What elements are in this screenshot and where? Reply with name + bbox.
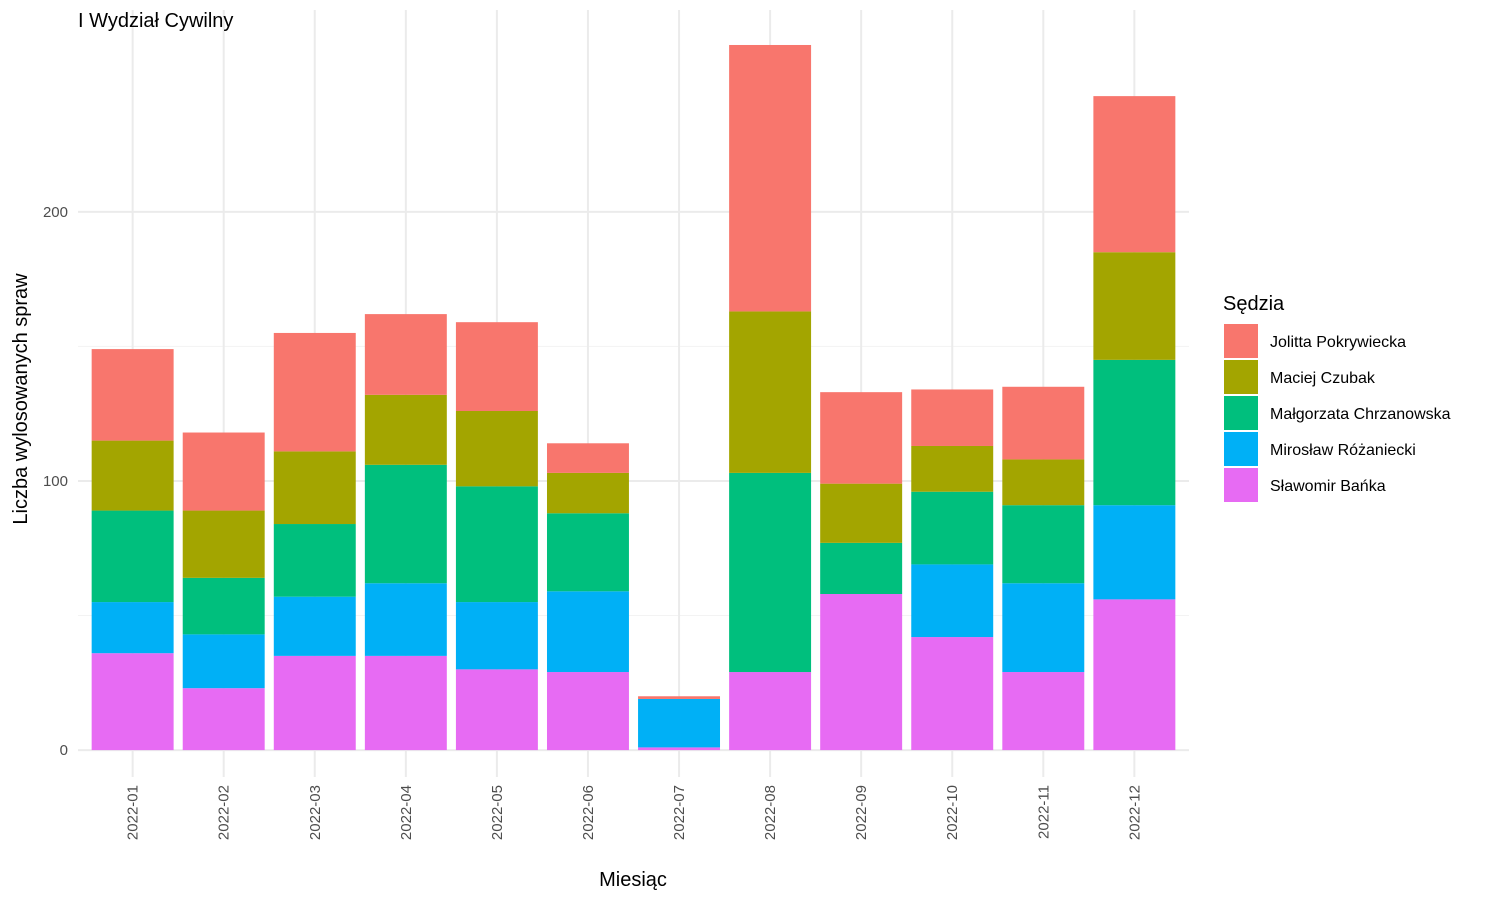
- bar-segment: [820, 542, 903, 594]
- x-axis-title: Miesiąc: [599, 869, 667, 891]
- bar-segment: [364, 394, 447, 465]
- bar-segment: [729, 44, 812, 312]
- bar-segment: [182, 432, 265, 511]
- bar-segment: [1002, 505, 1085, 584]
- bar-segment: [911, 491, 994, 565]
- bar-segment: [273, 451, 356, 525]
- bar-segment: [638, 696, 721, 699]
- x-tick-label: 2022-09: [853, 785, 870, 840]
- bar-segment: [911, 564, 994, 638]
- bar-segment: [820, 392, 903, 484]
- bar-segment: [364, 464, 447, 584]
- legend-label: Sławomir Bańka: [1270, 478, 1386, 495]
- bar-segment: [1002, 583, 1085, 673]
- bar-segment: [91, 440, 174, 511]
- bar-segment: [729, 672, 812, 751]
- legend-label: Jolitta Pokrywiecka: [1270, 334, 1406, 351]
- bar-segment: [91, 602, 174, 654]
- bar-segment: [911, 445, 994, 492]
- x-tick-label: 2022-05: [489, 785, 506, 840]
- bar-segment: [273, 655, 356, 751]
- bar-segment: [1093, 505, 1176, 600]
- x-tick-label: 2022-02: [216, 785, 233, 840]
- bar-segment: [364, 655, 447, 751]
- bar-segment: [455, 486, 538, 603]
- x-tick-label: 2022-12: [1126, 785, 1143, 840]
- bar-segment: [273, 524, 356, 597]
- bar-segment: [455, 410, 538, 487]
- bar-segment: [729, 311, 812, 473]
- bar-segment: [638, 698, 721, 748]
- bar-segment: [911, 389, 994, 446]
- y-tick-label: 200: [43, 204, 68, 221]
- legend-items: Jolitta Pokrywiecka Maciej Czubak Małgorza…: [1224, 324, 1451, 502]
- bar-segment: [1002, 459, 1085, 506]
- bar-segment: [546, 591, 629, 673]
- chart-title: I Wydział Cywilny: [78, 10, 233, 32]
- legend-swatch: [1224, 324, 1258, 358]
- bar-segment: [455, 602, 538, 670]
- bar-segment: [1093, 359, 1176, 506]
- bar-segment: [455, 322, 538, 411]
- y-tick-label: 100: [43, 473, 68, 490]
- x-tick-label: 2022-06: [580, 785, 597, 840]
- bar-segment: [182, 577, 265, 635]
- bar-segment: [638, 747, 721, 751]
- legend-swatch: [1224, 468, 1258, 502]
- bar-segment: [1002, 672, 1085, 751]
- legend-swatch: [1224, 360, 1258, 394]
- bar-segment: [1093, 96, 1176, 253]
- x-tick-label: 2022-10: [944, 785, 961, 840]
- y-axis-tick-labels: 0 100 200: [43, 204, 68, 759]
- bar-segment: [455, 669, 538, 751]
- legend: Sędzia Jolitta Pokrywiecka Maciej Czubak M…: [1223, 293, 1451, 502]
- x-axis-tick-labels: 2022-01 2022-02 2022-03 2022-04 2022-05 2022-…: [125, 785, 1144, 840]
- bar-segment: [1093, 599, 1176, 751]
- x-tick-label: 2022-11: [1035, 785, 1052, 839]
- y-tick-label: 0: [60, 742, 68, 759]
- legend-label: Małgorzata Chrzanowska: [1270, 406, 1451, 423]
- bar-segment: [546, 672, 629, 751]
- x-tick-label: 2022-07: [671, 785, 688, 840]
- bar-segment: [546, 443, 629, 473]
- bar-segment: [1093, 252, 1176, 360]
- x-tick-label: 2022-01: [125, 785, 142, 840]
- bar-segment: [729, 472, 812, 673]
- bar-segment: [364, 314, 447, 395]
- x-tick-label: 2022-08: [762, 785, 779, 840]
- bar-segment: [273, 596, 356, 656]
- bars: [91, 44, 1176, 751]
- bar-segment: [546, 472, 629, 514]
- bar-segment: [91, 510, 174, 603]
- bar-segment: [91, 349, 174, 441]
- bar-segment: [364, 583, 447, 656]
- legend-label: Mirosław Różaniecki: [1270, 442, 1416, 459]
- legend-label: Maciej Czubak: [1270, 370, 1376, 387]
- legend-swatch: [1224, 432, 1258, 466]
- bar-segment: [182, 688, 265, 751]
- x-tick-label: 2022-03: [307, 785, 324, 840]
- bar-segment: [91, 653, 174, 751]
- bar-segment: [820, 483, 903, 543]
- bar-segment: [820, 593, 903, 751]
- bar-segment: [1002, 386, 1085, 460]
- y-axis-title: Liczba wylosowanych spraw: [10, 273, 32, 525]
- bar-segment: [182, 510, 265, 578]
- x-tick-label: 2022-04: [398, 785, 415, 840]
- bar-segment: [546, 513, 629, 592]
- legend-title: Sędzia: [1223, 293, 1285, 315]
- bar-segment: [273, 332, 356, 452]
- bar-segment: [911, 637, 994, 751]
- legend-swatch: [1224, 396, 1258, 430]
- bar-segment: [182, 634, 265, 689]
